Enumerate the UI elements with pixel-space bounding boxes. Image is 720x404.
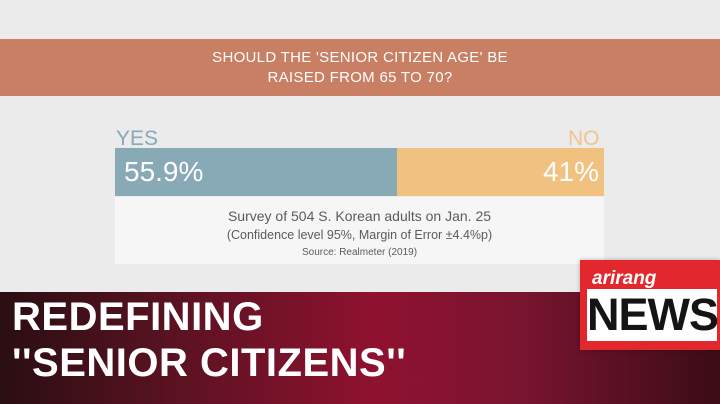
survey-margin-note: (Confidence level 95%, Margin of Error ±…: [226, 228, 493, 242]
headline-line-1: REDEFINING: [12, 295, 264, 339]
survey-info-box: Survey of 504 S. Korean adults on Jan. 2…: [115, 197, 604, 264]
headline-line-2: ''SENIOR CITIZENS'': [12, 341, 407, 385]
survey-source: Source: Realmeter (2019): [301, 247, 418, 258]
question-line-1: SHOULD THE 'SENIOR CITIZEN AGE' BE: [212, 48, 508, 66]
yes-label: YES: [116, 127, 159, 150]
no-bar: 41%: [397, 148, 604, 196]
logo-news-text: NEWS: [587, 289, 717, 341]
question-banner: SHOULD THE 'SENIOR CITIZEN AGE' BE RAISE…: [0, 39, 720, 96]
survey-description: Survey of 504 S. Korean adults on Jan. 2…: [227, 208, 492, 224]
yes-value-label: 55.9%: [124, 156, 204, 187]
no-value-label: 41%: [542, 156, 599, 187]
survey-bar-chart: 55.9% 41%: [115, 148, 604, 196]
question-line-2: RAISED FROM 65 TO 70?: [267, 68, 453, 86]
yes-bar: 55.9%: [115, 148, 397, 196]
logo-brand-text: arirang: [592, 268, 657, 289]
arirang-news-logo: arirang NEWS: [580, 260, 720, 350]
no-label: NO: [568, 127, 600, 150]
